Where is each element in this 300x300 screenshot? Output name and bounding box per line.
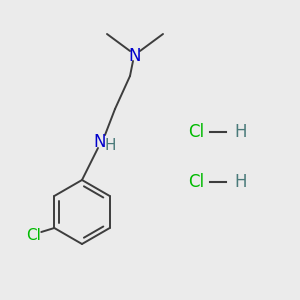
Text: N: N <box>94 133 106 151</box>
Text: H: H <box>234 123 247 141</box>
Text: N: N <box>129 47 141 65</box>
Text: Cl: Cl <box>26 227 41 242</box>
Text: H: H <box>104 137 116 152</box>
Text: Cl: Cl <box>188 173 204 191</box>
Text: H: H <box>234 173 247 191</box>
Text: Cl: Cl <box>188 123 204 141</box>
